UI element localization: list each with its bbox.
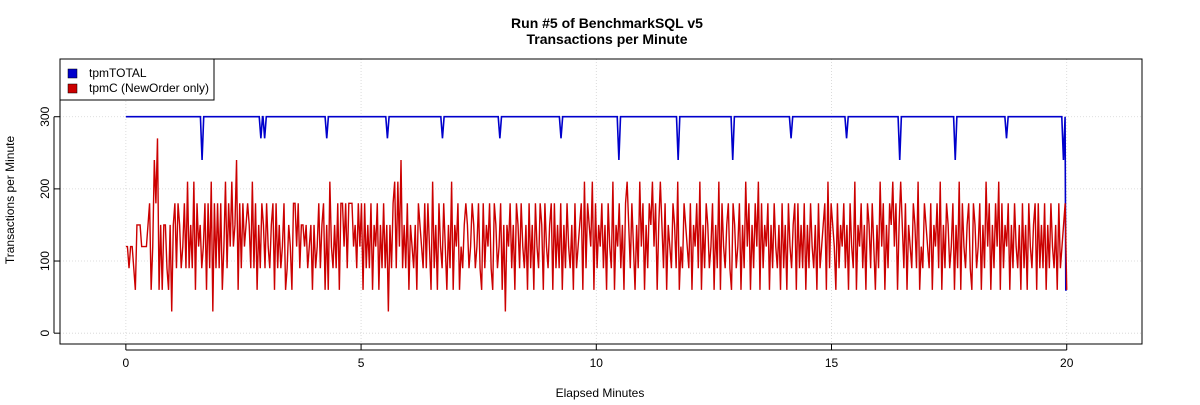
series-line-tpmc (125, 138, 1068, 312)
legend-label-tpmtotal: tpmTOTAL (89, 66, 147, 80)
legend-swatch-tpmc (67, 83, 78, 94)
y-tick-label: 300 (38, 106, 52, 126)
y-tick-label: 0 (38, 330, 52, 337)
y-tick-label: 100 (38, 251, 52, 271)
chart-title-line-2: Transactions per Minute (526, 31, 687, 47)
x-tick-label: 20 (1060, 356, 1074, 370)
series-line-tpmtotal (125, 115, 1067, 291)
x-axis-label: Elapsed Minutes (556, 386, 645, 400)
plot-frame (59, 58, 1143, 345)
x-tick-label: 0 (123, 356, 130, 370)
chart-title-line-1: Run #5 of BenchmarkSQL v5 (511, 15, 703, 31)
legend: tpmTOTAL tpmC (NewOrder only) (59, 58, 215, 101)
legend-swatch-tpmtotal (67, 68, 78, 79)
legend-label-tpmc: tpmC (NewOrder only) (89, 81, 209, 95)
x-tick-label: 5 (358, 356, 365, 370)
y-tick-label: 200 (38, 179, 52, 199)
x-tick-label: 10 (590, 356, 604, 370)
series-lines (125, 115, 1068, 312)
y-axis-label: Transactions per Minute (3, 136, 17, 265)
legend-box (59, 58, 215, 101)
x-tick-label: 15 (825, 356, 839, 370)
grid (60, 59, 1142, 344)
